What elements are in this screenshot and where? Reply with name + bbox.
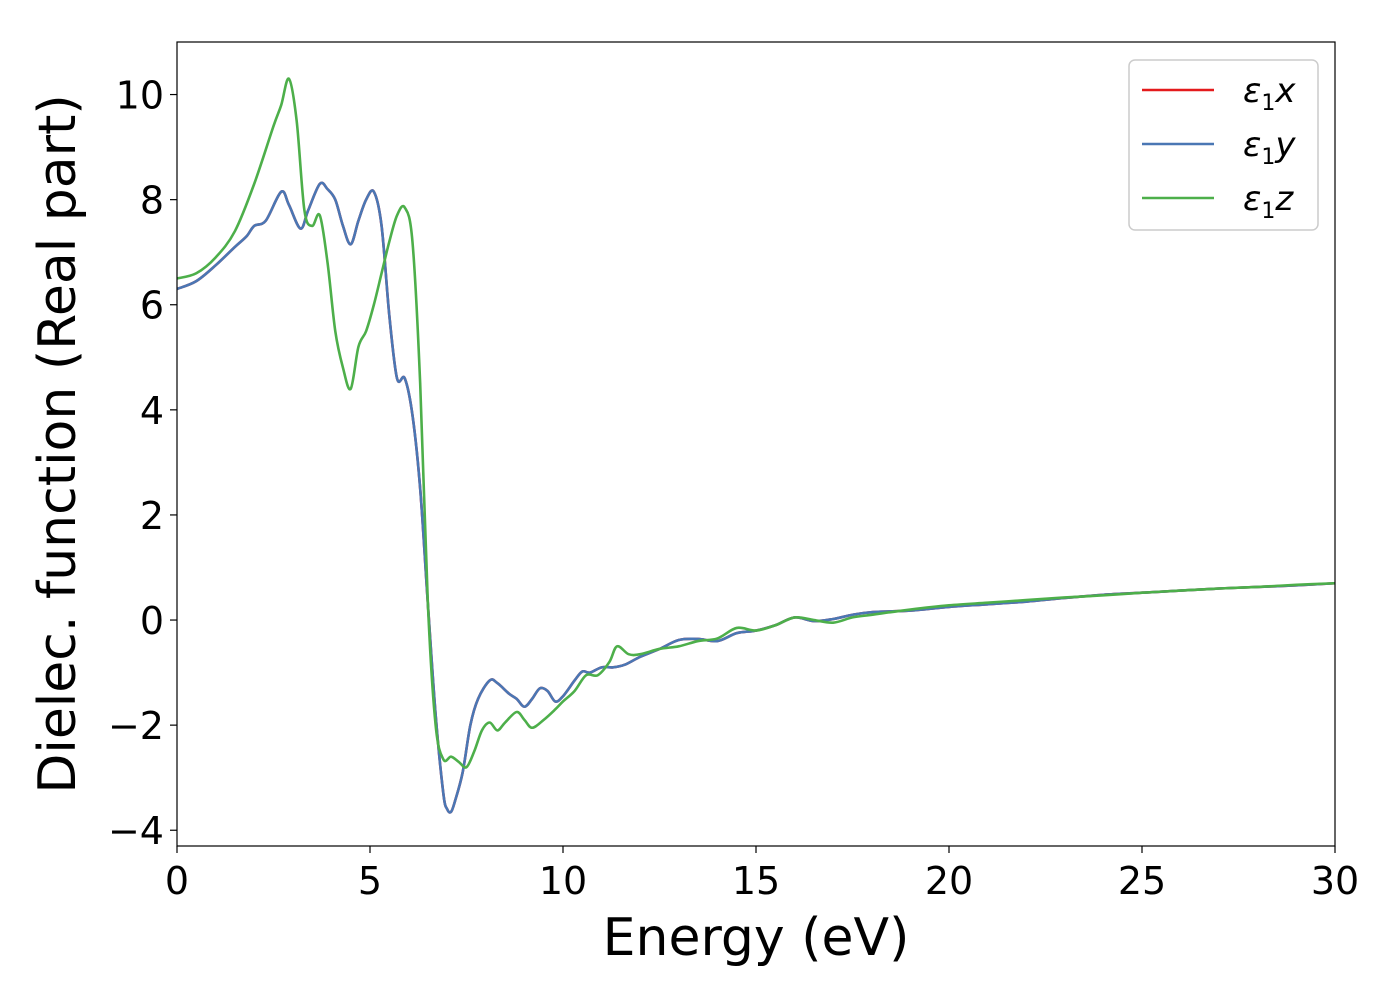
legend-subscript: 1 (1261, 145, 1275, 170)
legend-variable: x (1274, 71, 1296, 111)
x-tick-label: 0 (165, 859, 189, 903)
x-tick-label: 20 (925, 859, 973, 903)
legend-symbol: ε (1243, 71, 1261, 111)
y-tick-label: 0 (140, 599, 164, 643)
y-axis-label: Dielec. function (Real part) (28, 94, 88, 793)
x-tick-label: 30 (1311, 859, 1359, 903)
legend-subscript: 1 (1261, 91, 1275, 116)
legend-subscript: 1 (1261, 199, 1275, 224)
y-axis-ticks: −4 −2 0 2 4 6 8 10 (108, 74, 177, 853)
x-tick-label: 10 (539, 859, 587, 903)
y-tick-label: 6 (140, 284, 164, 328)
plot-frame (176, 41, 1336, 847)
y-tick-label: −4 (108, 809, 164, 853)
series-layer (177, 77, 1335, 814)
x-tick-label: 5 (358, 859, 382, 903)
legend-label: ε1z (1243, 179, 1294, 224)
legend-variable: z (1274, 179, 1294, 219)
series-line-y (177, 181, 1335, 814)
x-axis-ticks: 0 5 10 15 20 25 30 (165, 846, 1359, 903)
y-tick-label: −2 (108, 704, 164, 748)
y-tick-label: 2 (140, 494, 164, 538)
legend-symbol: ε (1243, 125, 1261, 165)
legend-label: ε1y (1243, 125, 1296, 170)
x-tick-label: 15 (732, 859, 780, 903)
y-tick-label: 4 (140, 389, 164, 433)
legend-symbol: ε (1243, 179, 1261, 219)
legend-label: ε1x (1243, 71, 1296, 116)
y-tick-label: 10 (116, 74, 164, 118)
x-tick-label: 25 (1118, 859, 1166, 903)
y-tick-label: 8 (140, 179, 164, 223)
legend-box (1128, 59, 1319, 231)
series-line-z (177, 77, 1335, 769)
legend-variable: y (1274, 125, 1296, 165)
x-axis-label: Energy (eV) (603, 908, 910, 968)
